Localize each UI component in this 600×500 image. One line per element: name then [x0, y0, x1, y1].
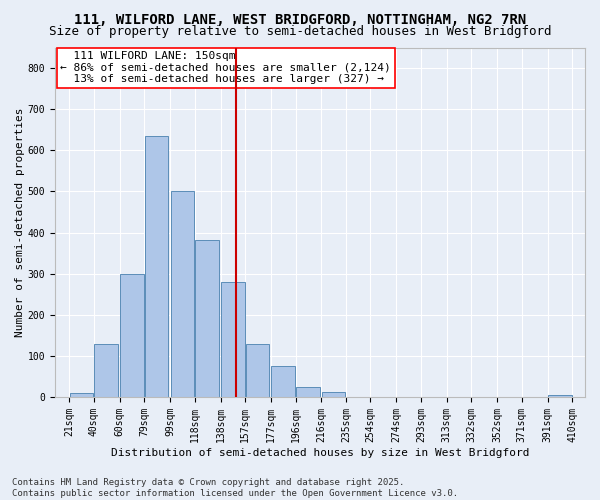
X-axis label: Distribution of semi-detached houses by size in West Bridgford: Distribution of semi-detached houses by …	[111, 448, 529, 458]
Bar	[94, 344, 118, 397]
Bar	[296, 386, 320, 397]
Y-axis label: Number of semi-detached properties: Number of semi-detached properties	[15, 108, 25, 337]
Bar	[221, 282, 245, 397]
Bar	[195, 240, 219, 397]
Text: Size of property relative to semi-detached houses in West Bridgford: Size of property relative to semi-detach…	[49, 25, 551, 38]
Bar	[145, 136, 169, 397]
Text: Contains HM Land Registry data © Crown copyright and database right 2025.
Contai: Contains HM Land Registry data © Crown c…	[12, 478, 458, 498]
Bar	[170, 192, 194, 397]
Bar	[120, 274, 144, 397]
Text: 111, WILFORD LANE, WEST BRIDGFORD, NOTTINGHAM, NG2 7RN: 111, WILFORD LANE, WEST BRIDGFORD, NOTTI…	[74, 12, 526, 26]
Bar	[271, 366, 295, 397]
Bar	[322, 392, 346, 397]
Bar	[70, 393, 94, 397]
Bar	[548, 395, 572, 397]
Text: 111 WILFORD LANE: 150sqm  
← 86% of semi-detached houses are smaller (2,124)
  1: 111 WILFORD LANE: 150sqm ← 86% of semi-d…	[61, 51, 391, 84]
Bar	[245, 344, 269, 397]
